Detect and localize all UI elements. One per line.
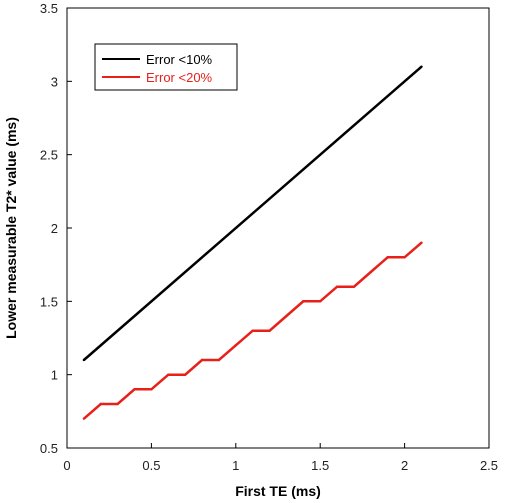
data-point <box>133 388 136 391</box>
data-point <box>234 344 237 347</box>
data-point <box>420 241 423 244</box>
x-tick-label: 0 <box>63 458 70 473</box>
x-axis-title: First TE (ms) <box>235 483 321 499</box>
data-point <box>116 402 119 406</box>
legend-label-error-20: Error <20% <box>146 70 213 85</box>
data-point <box>285 314 288 318</box>
data-point <box>167 373 170 376</box>
data-point <box>82 358 86 362</box>
data-point <box>200 358 204 362</box>
x-tick-label: 2.5 <box>480 458 498 473</box>
data-point <box>150 388 153 391</box>
y-tick-label: 2.5 <box>40 148 58 163</box>
x-tick-label: 2 <box>401 458 408 473</box>
x-tick-label: 0.5 <box>142 458 160 473</box>
data-point <box>319 300 322 303</box>
data-point <box>403 256 406 259</box>
data-point <box>352 285 356 288</box>
y-axis-title: Lower measurable T2* value (ms) <box>3 117 19 339</box>
data-point <box>369 270 373 274</box>
data-point <box>268 329 271 332</box>
data-point <box>82 417 86 420</box>
data-point <box>386 256 389 259</box>
y-tick-label: 3.5 <box>40 1 58 16</box>
y-tick-label: 1 <box>51 368 58 383</box>
x-axis: 0 0.5 1 1.5 2 2.5 <box>63 443 498 473</box>
data-point <box>183 373 187 376</box>
data-point <box>302 300 305 303</box>
y-tick-label: 1.5 <box>40 294 58 309</box>
data-point <box>217 358 221 362</box>
y-tick-label: 3 <box>51 74 58 89</box>
y-tick-label: 2 <box>51 221 58 236</box>
data-point <box>251 329 254 332</box>
x-tick-label: 1.5 <box>311 458 329 473</box>
data-point <box>335 285 339 288</box>
series-layer <box>82 65 423 420</box>
legend-label-error-10: Error <10% <box>146 52 213 67</box>
x-tick-label: 1 <box>232 458 239 473</box>
data-point <box>420 65 423 68</box>
data-point <box>99 402 102 406</box>
legend: Error <10% Error <20% <box>94 43 238 91</box>
series-line-error-10 <box>83 65 423 361</box>
y-axis: 0.5 1 1.5 2 2.5 3 3.5 <box>40 1 72 456</box>
y-tick-label: 0.5 <box>40 441 58 456</box>
legend-box <box>94 43 238 91</box>
